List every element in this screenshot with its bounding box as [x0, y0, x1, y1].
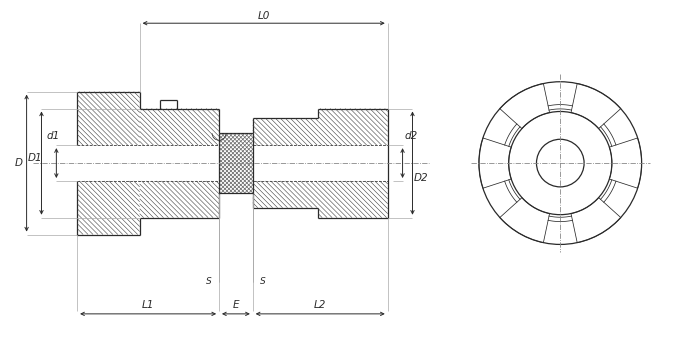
Text: D1: D1: [28, 153, 43, 163]
Text: D: D: [15, 158, 23, 168]
Text: d2: d2: [405, 131, 418, 141]
Text: d1: d1: [47, 131, 60, 141]
Text: L0: L0: [257, 11, 270, 21]
Text: S: S: [260, 277, 266, 286]
Text: S: S: [206, 277, 212, 286]
Text: D2: D2: [414, 173, 429, 183]
Text: L2: L2: [314, 300, 326, 310]
Text: L1: L1: [142, 300, 154, 310]
Text: E: E: [233, 300, 239, 310]
